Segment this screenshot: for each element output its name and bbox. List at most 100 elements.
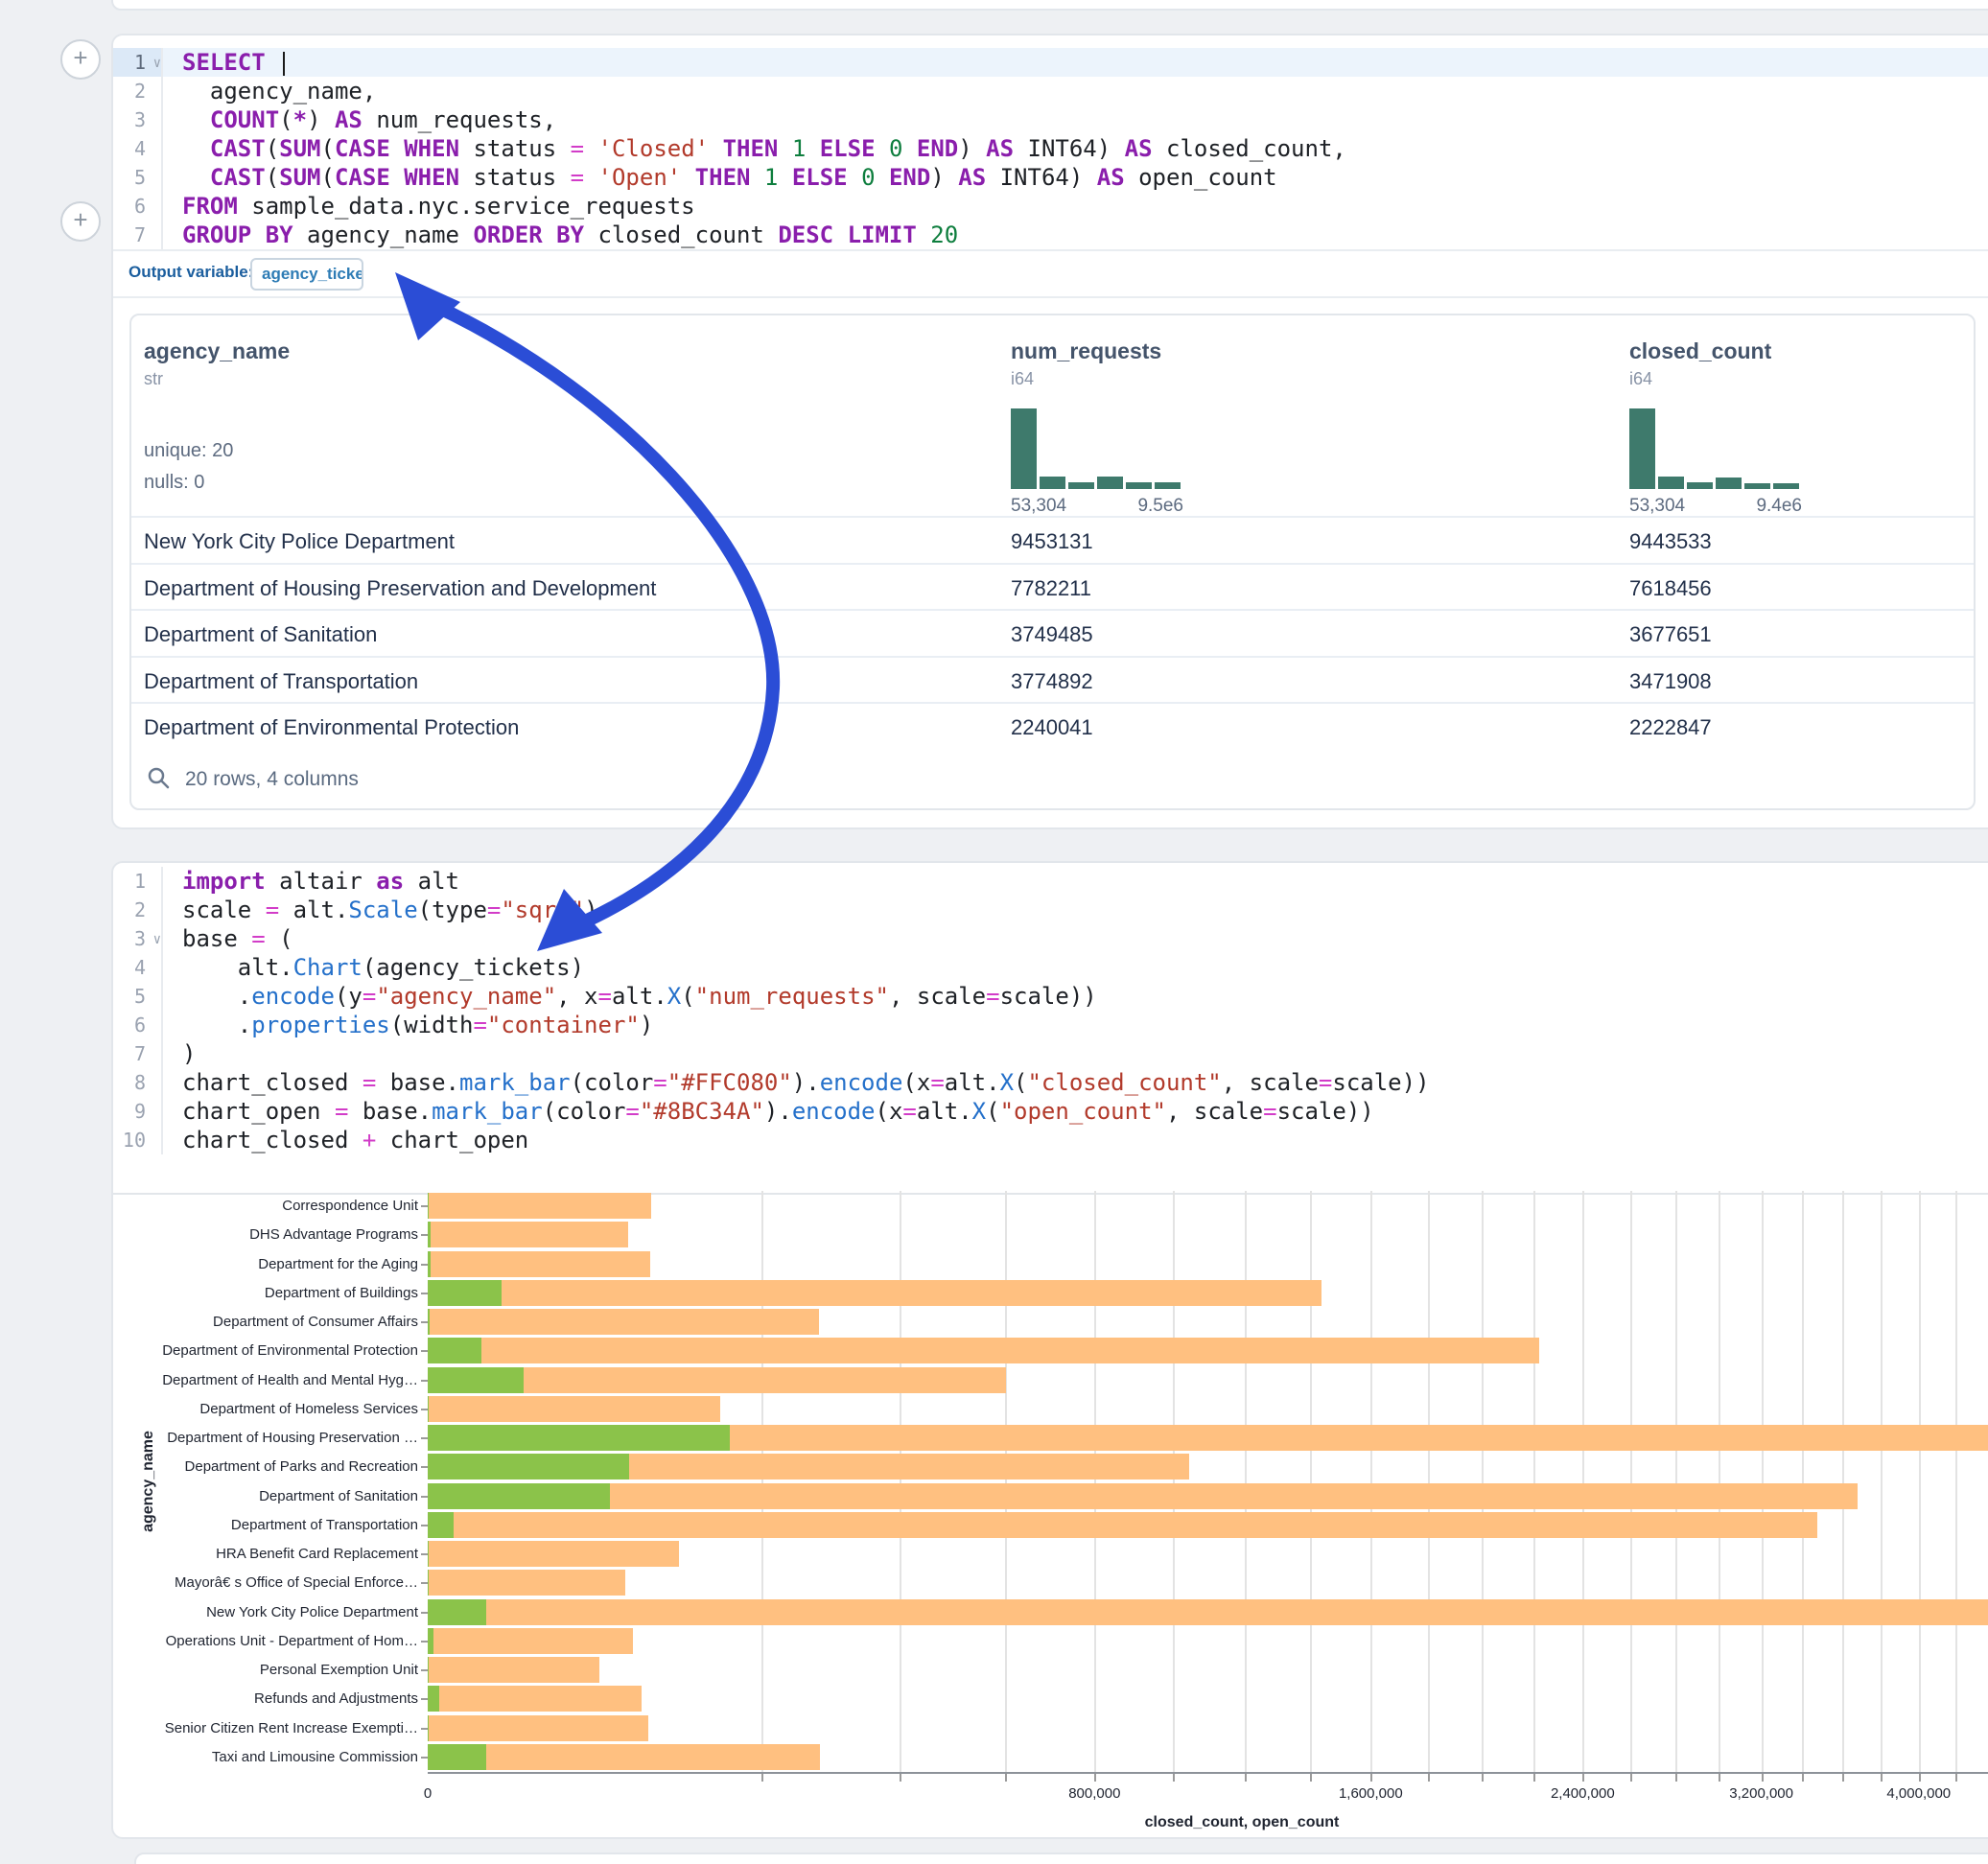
gridline [1533,1191,1536,1772]
code-line[interactable]: 1 ∨ SELECT [113,48,1988,77]
column-header-agency_name[interactable]: agency_name [144,338,291,363]
column-stat: nulls: 0 [144,472,205,493]
x-tick [1881,1774,1883,1782]
code-line[interactable]: 5 CAST(SUM(CASE WHEN status = 'Open' THE… [113,163,1988,192]
code-line[interactable]: 9 chart_open = base.mark_bar(color="#8BC3… [113,1097,1988,1126]
table-cell: 7782211 [1011,575,1092,600]
bar-open-count [428,1309,430,1335]
table-cell: 3677651 [1629,622,1712,647]
output-variable-pill[interactable]: agency_tickets [250,258,363,291]
bar-closed-count [428,1743,821,1770]
gridline [899,1191,901,1772]
fold-caret-icon[interactable]: ∨ [152,56,161,71]
bar-open-count [428,1425,730,1451]
bar-open-count [428,1395,430,1422]
python-editor[interactable]: 1 import altair as alt 2 scale = alt.Scale(… [113,867,1988,1154]
y-tick [421,1698,428,1701]
histogram-min-label: 53,304 [1011,496,1067,516]
column-header-closed_count[interactable]: closed_count [1629,338,1772,363]
table-row: New York City Police Department 9453131 94… [131,516,1974,565]
x-tick [1802,1774,1805,1782]
table-cell: 2240041 [1011,715,1093,740]
code-line[interactable]: 7 GROUP BY agency_name ORDER BY closed_co… [113,221,1988,249]
x-tick [1005,1774,1008,1782]
code-line[interactable]: 8 chart_closed = base.mark_bar(color="#FF… [113,1068,1988,1097]
y-axis-label: Department of Health and Mental Hyg… [162,1371,418,1388]
line-gutter: 1 ∨ [113,48,163,77]
table-row: Department of Transportation 3774892 34719… [131,655,1974,705]
cell-output-divider [113,1193,1988,1195]
code-line[interactable]: 5 .encode(y="agency_name", x=alt.X("num_… [113,982,1988,1011]
x-tick [760,1774,763,1782]
bar-open-count [428,1686,440,1713]
sql-editor[interactable]: 1 ∨ SELECT 2 agency_name, 3 COUNT(*) AS num… [113,48,1988,249]
y-axis-label: Department for the Aging [258,1255,418,1272]
table-cell: Department of Housing Preservation and D… [144,575,657,600]
bar-closed-count [428,1627,634,1654]
x-tick-label: 800,000 [1068,1785,1121,1802]
y-tick [421,1234,428,1237]
code-line[interactable]: 6 FROM sample_data.nyc.service_requests [113,192,1988,221]
gridline [760,1191,763,1772]
next-cell-edge [134,1852,1988,1864]
bar-open-count [428,1338,482,1364]
table-footer: 20 rows, 4 columns [131,749,1974,810]
y-tick [421,1756,428,1759]
bar-open-count [428,1743,487,1770]
code-line[interactable]: 6 .properties(width="container") [113,1011,1988,1039]
fold-caret-icon[interactable]: ∨ [152,932,161,947]
x-tick [1533,1774,1536,1782]
table-cell: 9453131 [1011,529,1093,553]
gridline [1582,1191,1585,1772]
y-tick [421,1408,428,1410]
column-dtype: i64 [1629,369,1653,388]
add-cell-button-output[interactable]: + [60,201,101,242]
bar-open-count [428,1627,434,1654]
table-cell: 7618456 [1629,575,1712,600]
y-axis-label: Taxi and Limousine Commission [211,1748,418,1765]
gridline [1427,1191,1430,1772]
x-tick [1955,1774,1958,1782]
y-tick [421,1727,428,1730]
code-line[interactable]: 4 CAST(SUM(CASE WHEN status = 'Closed' T… [113,134,1988,163]
code-line[interactable]: 3 COUNT(*) AS num_requests, [113,105,1988,134]
x-tick [1719,1774,1721,1782]
y-tick [421,1669,428,1671]
gridline [1173,1191,1176,1772]
y-axis-label: Senior Citizen Rent Increase Exempti… [164,1719,418,1736]
code-line[interactable]: 4 alt.Chart(agency_tickets) [113,953,1988,982]
y-axis-label: Department of Buildings [264,1284,418,1301]
code-line[interactable]: 10 chart_closed + chart_open [113,1126,1988,1154]
x-tick-label: 2,400,000 [1550,1785,1615,1802]
y-axis-label: Personal Exemption Unit [259,1662,418,1678]
line-gutter: 5 [113,163,163,192]
column-header-num_requests[interactable]: num_requests [1011,338,1162,363]
x-tick [1842,1774,1844,1782]
y-tick [421,1582,428,1585]
bar-open-count [428,1541,430,1567]
add-cell-button-top[interactable]: + [60,39,101,80]
code-line[interactable]: 1 import altair as alt [113,867,1988,896]
x-tick [1582,1774,1585,1782]
table-cell: Department of Sanitation [144,622,378,647]
gridline [1881,1191,1883,1772]
x-tick [1094,1774,1097,1782]
code-line[interactable]: 3 ∨ base = ( [113,924,1988,953]
y-tick [421,1292,428,1294]
x-tick [1918,1774,1921,1782]
y-axis-label: Department of Sanitation [259,1487,418,1504]
bar-closed-count [428,1250,650,1277]
y-tick [421,1263,428,1266]
gridline [1719,1191,1721,1772]
bar-open-count [428,1250,431,1277]
line-gutter: 2 [113,77,163,105]
y-tick [421,1205,428,1207]
search-icon[interactable] [147,766,172,791]
bar-closed-count [428,1657,600,1683]
code-line[interactable]: 2 agency_name, [113,77,1988,105]
bar-open-count [428,1657,430,1683]
code-line[interactable]: 2 scale = alt.Scale(type="sqrt") [113,896,1988,924]
line-gutter: 3 ∨ [113,924,163,953]
y-axis-label: Mayorâ€ s Office of Special Enforce… [174,1574,418,1592]
code-line[interactable]: 7) [113,1039,1988,1068]
